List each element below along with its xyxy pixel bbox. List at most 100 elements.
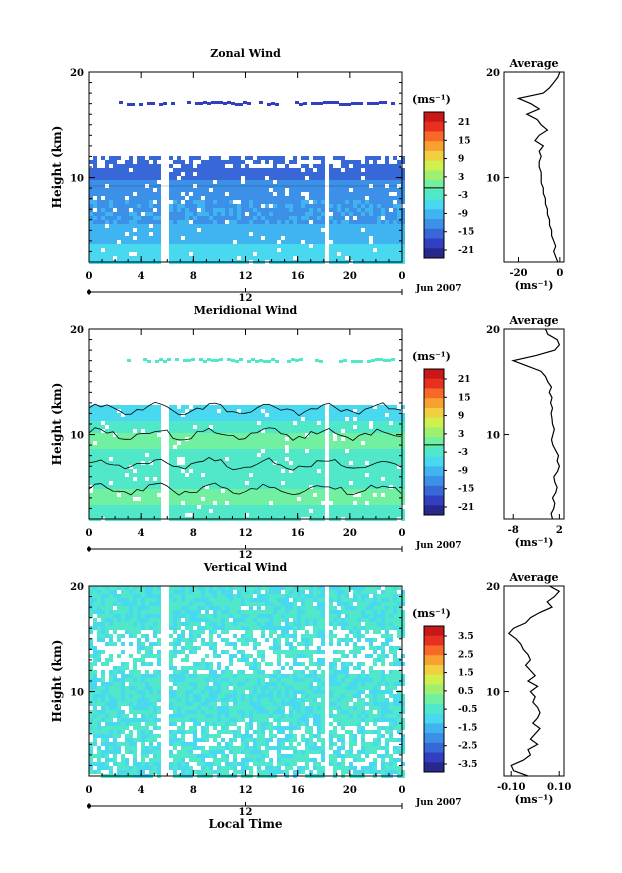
profile-frame [503,585,565,777]
colorbar-swatch [424,209,444,220]
colorbar-swatch [424,388,444,399]
colorbar-swatch [424,495,444,506]
y-tick-label: 10 [70,431,84,442]
colorbar-swatch [424,141,444,152]
profile-x-tick-label: -20 [509,268,527,279]
colorbar-swatch [424,626,444,637]
date-label: Jun 2007 [415,798,462,808]
colorbar-swatch [424,150,444,162]
contour-line [88,457,402,471]
colorbar-tick-label: -21 [458,246,474,256]
profile-x-tick-label: -8 [508,525,519,536]
colorbar-swatch [424,635,444,646]
colorbar-swatch [424,189,444,201]
colorbar-swatch [424,762,444,773]
profile-x-tick-label: 0.10 [547,782,571,793]
colorbar-tick-label: -3 [458,448,468,458]
colorbar: 21 15 9 3 -3 -9 -15 -21 [423,368,474,516]
contour-line [88,427,402,441]
x-tick-label: 8 [190,271,197,282]
colorbar-swatch [424,398,444,409]
average-profile: Average 20 10 -8 2(ms⁻¹) [486,314,565,549]
profile-line [511,328,561,520]
profile-y-tick-label: 20 [486,325,500,336]
x-tick-label: 4 [138,271,145,282]
colorbar-unit: (ms⁻¹) [412,93,451,106]
colorbar-swatch [424,456,444,467]
colorbar-tick-label: 0.5 [458,687,474,697]
profile-x-label: (ms⁻¹) [515,279,554,292]
colorbar-swatch [424,723,444,734]
colorbar-tick-label: -2.5 [458,742,477,752]
colorbar-tick-label: -3.5 [458,760,477,770]
x-tick-label: 16 [291,528,305,539]
profile-y-tick-label: 20 [486,582,500,593]
colorbar-swatch [424,674,444,685]
date-tick-label: 12 [239,550,253,561]
colorbar-swatch [424,121,444,132]
colorbar-tick-label: 21 [458,375,471,385]
profile-x-tick-label: 2 [556,525,563,536]
colorbar-tick-label: 3.5 [458,632,474,642]
colorbar-swatch [424,655,444,666]
x-tick-label: 8 [190,785,197,796]
colorbar-unit: (ms⁻¹) [412,350,451,363]
profile-y-tick-label: 10 [486,431,500,442]
x-tick-label: 12 [239,271,253,282]
profile-y-tick-label: 20 [486,68,500,79]
y-axis-label: Height (km) [50,640,64,723]
colorbar-swatch [424,219,444,230]
date-label: Jun 2007 [415,541,462,551]
x-tick-label: 0 [86,528,93,539]
colorbar-tick-label: -0.5 [458,705,477,715]
colorbar-swatch [424,131,444,142]
colorbar-swatch [424,694,444,705]
y-tick-label: 20 [70,68,84,79]
colorbar-tick-label: -15 [458,228,474,238]
colorbar-swatch [424,742,444,754]
colorbar-tick-label: 9 [458,412,464,422]
colorbar-tick-label: 21 [458,118,471,128]
colorbar-tick-label: 3 [458,430,464,440]
profile-x-label: (ms⁻¹) [515,536,554,549]
date-label: Jun 2007 [415,284,462,294]
colorbar-swatch [424,703,444,715]
colorbar-swatch [424,733,444,744]
colorbar-tick-label: 2.5 [458,650,474,660]
contours-2 [88,401,402,496]
colorbar-tick-label: -1.5 [458,723,477,733]
profile-x-tick-label: 0 [556,268,563,279]
profile-y-tick-label: 10 [486,174,500,185]
colorbar-swatch [424,407,444,419]
colorbar-swatch [424,199,444,210]
colorbar-swatch [424,645,444,656]
profile-title: Average [508,57,558,70]
colorbar-tick-label: -9 [458,466,468,476]
x-tick-label: 0 [86,271,93,282]
colorbar-swatch [424,180,444,191]
colorbar-tick-label: 3 [458,173,464,183]
colorbar-swatch [424,476,444,487]
x-tick-label: 4 [138,528,145,539]
colorbar-swatch [424,228,444,240]
profile-x-label: (ms⁻¹) [515,793,554,806]
colorbar-swatch [424,248,444,259]
panel-3: Vertical Wind 0 4 8 12 16 20 0 20 10 Height (km) 12… [50,561,571,831]
x-tick-label: 20 [343,271,357,282]
colorbar-tick-label: 15 [458,136,471,146]
colorbar: 3.5 2.5 1.5 0.5 -0.5 -1.5 -2.5 -3.5 [423,625,477,773]
profile-y-tick-label: 10 [486,688,500,699]
x-tick-label: 16 [291,785,305,796]
y-tick-label: 10 [70,174,84,185]
contour-line [88,482,402,496]
colorbar-swatch [424,378,444,389]
colorbar-unit: (ms⁻¹) [412,607,451,620]
colorbar-swatch [424,417,444,428]
colorbar-tick-label: -9 [458,209,468,219]
colorbar-swatch [424,112,444,123]
date-tick-label: 12 [239,807,253,818]
y-axis-label: Height (km) [50,126,64,209]
plot-title: Meridional Wind [194,304,298,317]
y-tick-label: 20 [70,582,84,593]
